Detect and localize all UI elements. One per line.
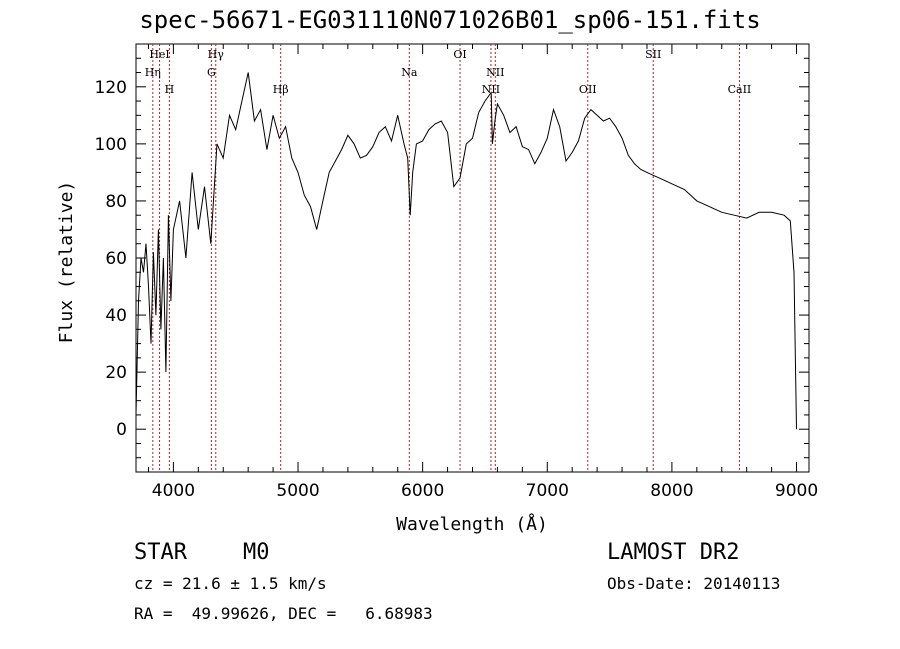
line-marker-label: Hη: [145, 66, 161, 79]
y-tick-label: 40: [105, 306, 127, 326]
line-marker-label: OI: [453, 48, 466, 61]
y-tick-label: 0: [116, 420, 127, 440]
line-marker-label: OII: [579, 83, 597, 96]
object-subclass: M0: [243, 540, 270, 565]
redshift-cz: cz = 21.6 ± 1.5 km/s: [134, 574, 327, 593]
x-tick-label: 8000: [650, 481, 693, 501]
x-tick-label: 5000: [276, 481, 319, 501]
line-marker-label: H: [165, 83, 175, 96]
plot-frame: [135, 43, 810, 473]
line-marker-label: Hγ: [208, 48, 225, 61]
line-marker-label: CaII: [728, 83, 752, 96]
y-tick-label: 80: [105, 192, 127, 212]
x-tick-label: 6000: [401, 481, 444, 501]
y-axis-label: Flux (relative): [56, 181, 77, 344]
x-tick-label: 4000: [152, 481, 195, 501]
line-marker-label: HeI: [149, 48, 169, 61]
y-tick-label: 120: [95, 78, 127, 98]
y-tick-label: 20: [105, 363, 127, 383]
y-tick-label: 100: [95, 135, 127, 155]
x-axis-label: Wavelength (Å): [396, 513, 548, 535]
observation-date: Obs-Date: 20140113: [607, 574, 781, 593]
line-marker-label: Na: [401, 66, 418, 79]
line-marker-label: NII: [486, 66, 504, 79]
line-marker-label: Hβ: [273, 83, 289, 96]
line-marker-label: G: [207, 66, 216, 79]
object-class: STAR: [134, 540, 187, 565]
x-tick-label: 7000: [526, 481, 569, 501]
survey-name: LAMOST DR2: [607, 540, 740, 565]
y-tick-label: 60: [105, 249, 127, 269]
x-tick-label: 9000: [775, 481, 818, 501]
line-marker-label: SII: [645, 48, 661, 61]
spectrum-line: [135, 72, 797, 430]
coordinates: RA = 49.99626, DEC = 6.68983: [134, 604, 433, 623]
chart-title: spec-56671-EG031110N071026B01_sp06-151.f…: [139, 6, 761, 34]
